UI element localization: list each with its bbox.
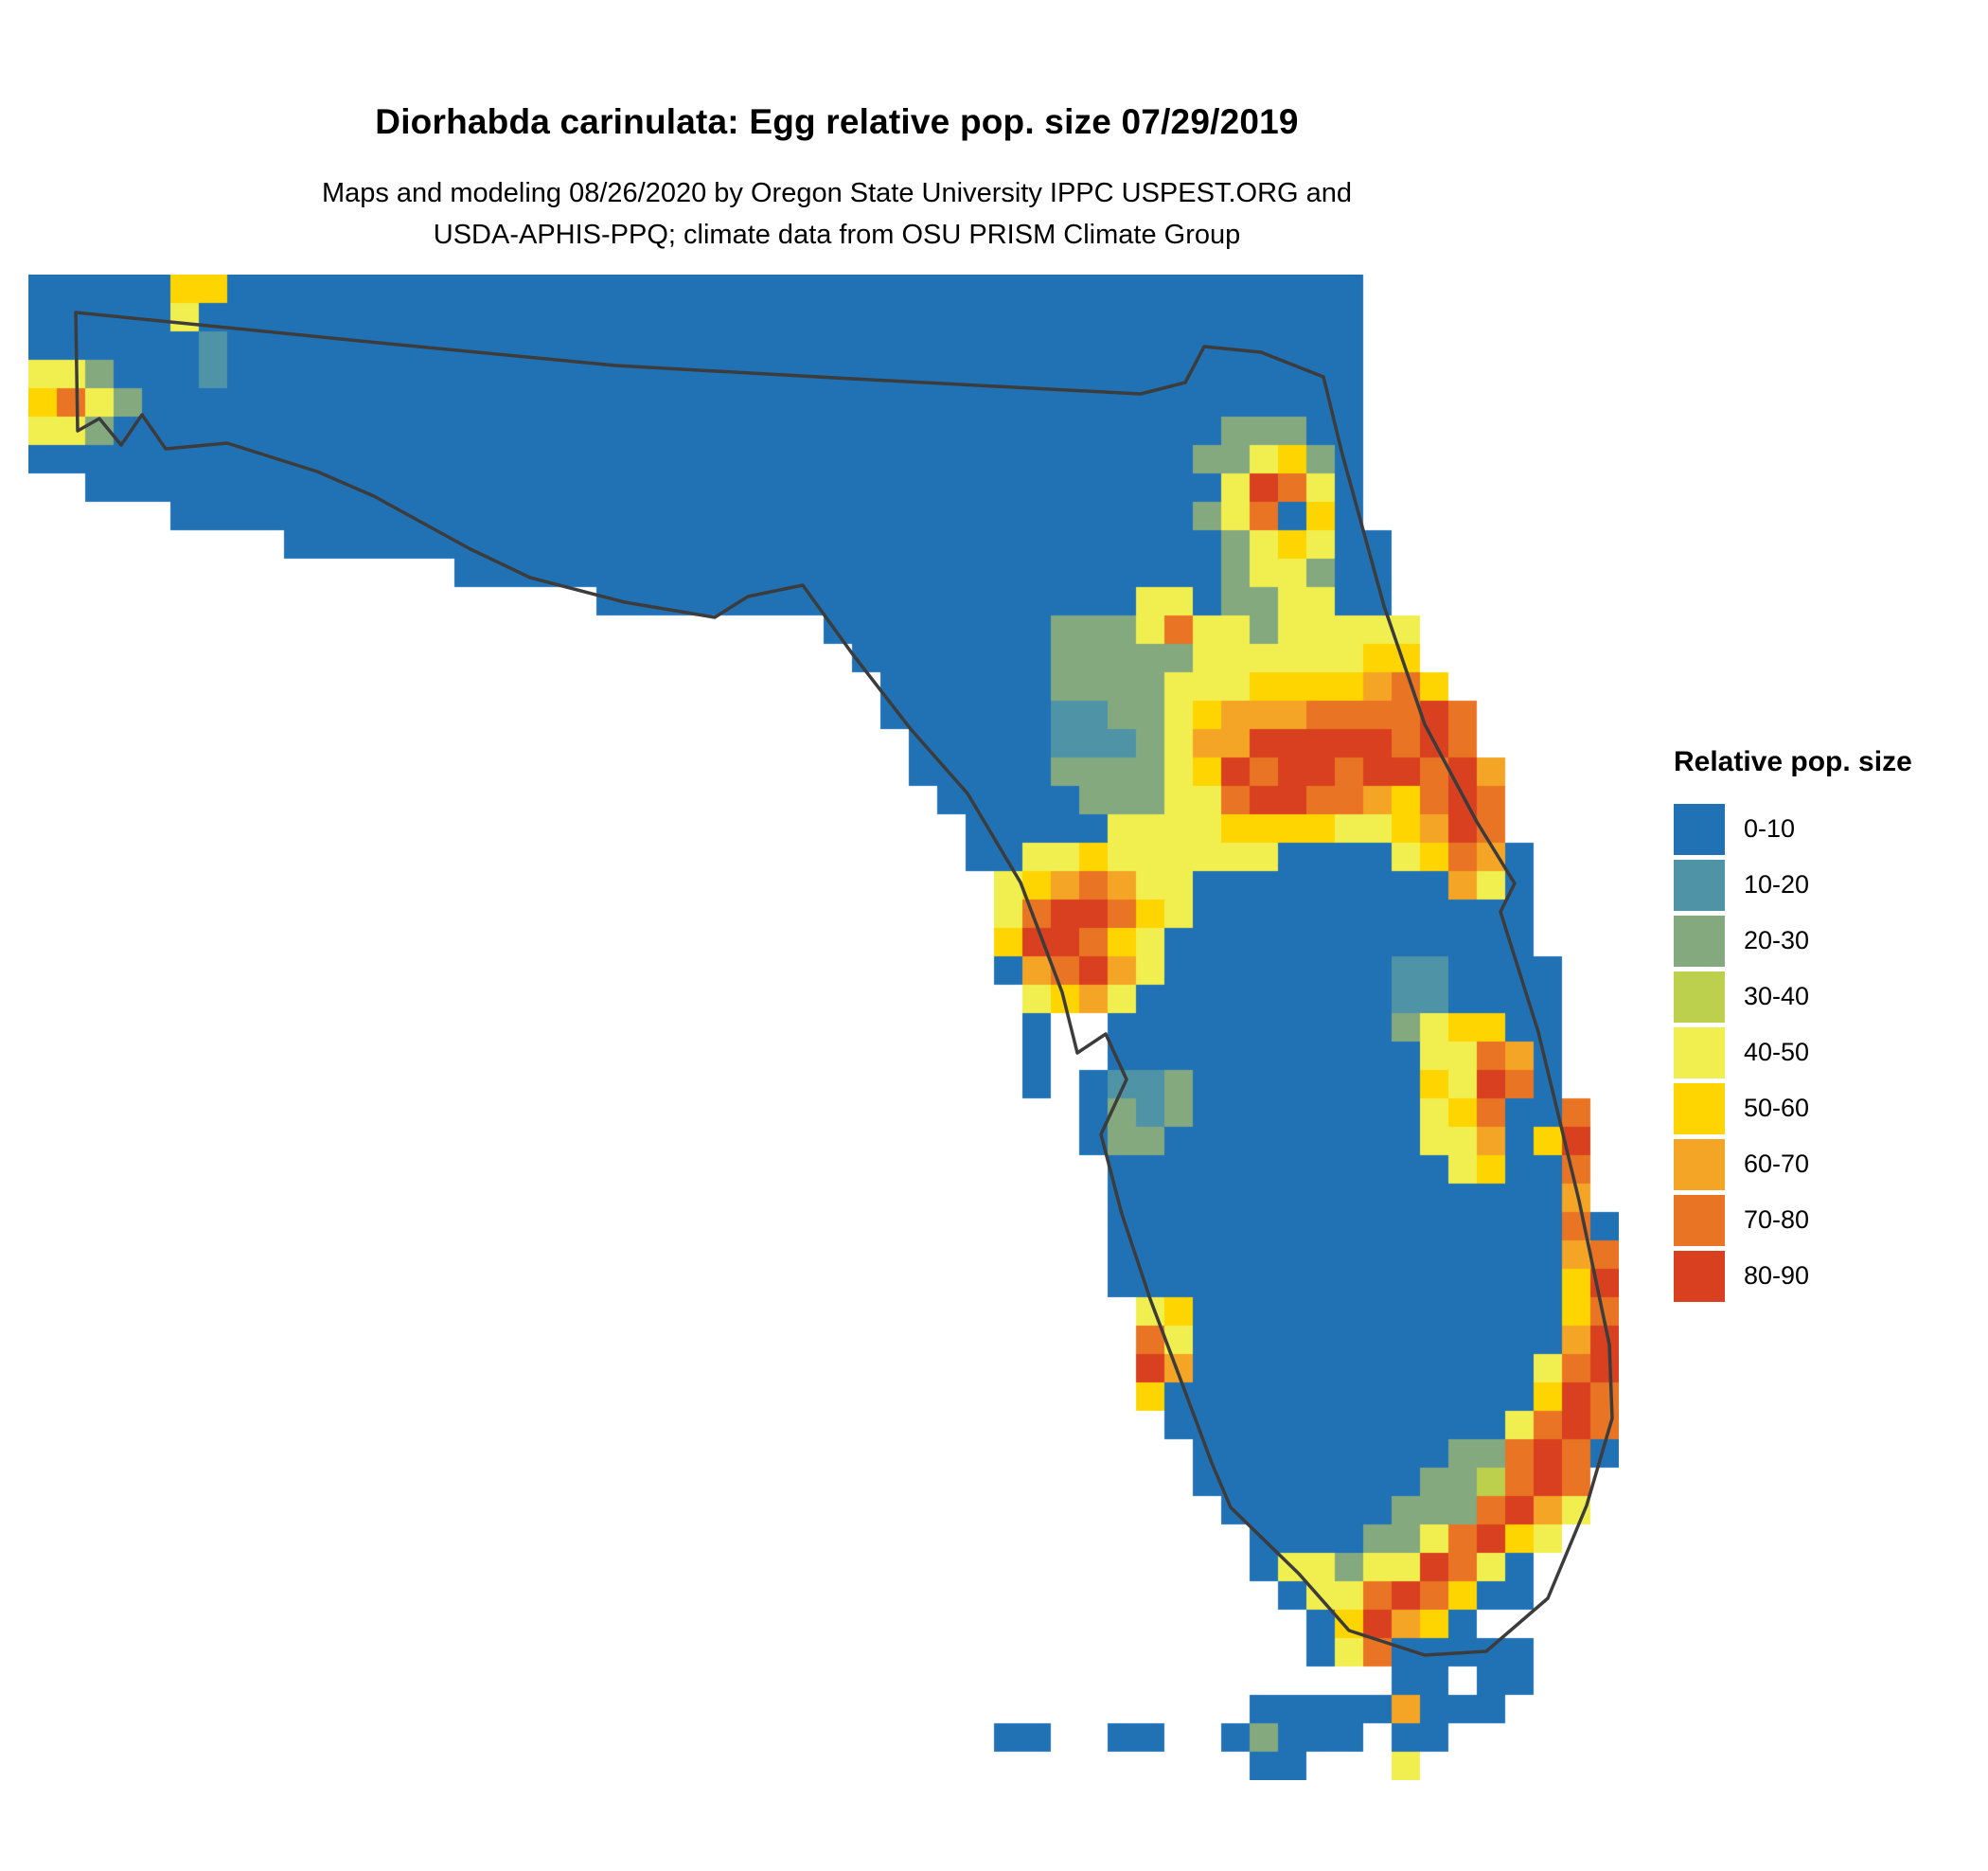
legend-swatch (1674, 1138, 1725, 1190)
legend-item: 40-50 (1674, 1025, 1912, 1080)
legend-item: 20-30 (1674, 913, 1912, 969)
legend-swatch (1674, 1026, 1725, 1078)
legend-swatch (1674, 1082, 1725, 1134)
legend-swatch (1674, 971, 1725, 1023)
legend-label: 60-70 (1744, 1149, 1810, 1178)
legend-title: Relative pop. size (1674, 746, 1912, 777)
legend-item: 10-20 (1674, 857, 1912, 913)
legend-item: 60-70 (1674, 1136, 1912, 1192)
legend-label: 40-50 (1744, 1038, 1810, 1066)
legend-item: 70-80 (1674, 1192, 1912, 1248)
legend-swatch (1674, 1194, 1725, 1246)
legend-label: 20-30 (1744, 926, 1810, 954)
legend-swatch (1674, 1250, 1725, 1302)
legend-label: 80-90 (1744, 1261, 1810, 1290)
legend-swatch (1674, 915, 1725, 967)
figure-title: Diorhabda carinulata: Egg relative pop. … (375, 102, 1299, 141)
legend-label: 10-20 (1744, 870, 1810, 899)
figure-subtitle: Maps and modeling 08/26/2020 by Oregon S… (0, 172, 1674, 256)
legend-item: 30-40 (1674, 969, 1912, 1025)
legend-items: 0-10 10-20 20-30 30-40 40-50 50-60 60-70 70-80 8… (1674, 801, 1912, 1304)
legend-item: 50-60 (1674, 1080, 1912, 1136)
legend-swatch (1674, 803, 1725, 855)
legend-label: 0-10 (1744, 814, 1796, 843)
subtitle-line-2: USDA-APHIS-PPQ; climate data from OSU PR… (433, 220, 1241, 250)
legend-item: 0-10 (1674, 801, 1912, 857)
legend-item: 80-90 (1674, 1248, 1912, 1304)
legend-label: 70-80 (1744, 1205, 1810, 1234)
legend: Relative pop. size 0-10 10-20 20-30 30-40 40… (1674, 746, 1912, 1304)
florida-raster-map (28, 275, 1619, 1780)
legend-label: 30-40 (1744, 982, 1810, 1010)
subtitle-line-1: Maps and modeling 08/26/2020 by Oregon S… (321, 178, 1353, 208)
legend-label: 50-60 (1744, 1094, 1810, 1122)
legend-swatch (1674, 859, 1725, 911)
